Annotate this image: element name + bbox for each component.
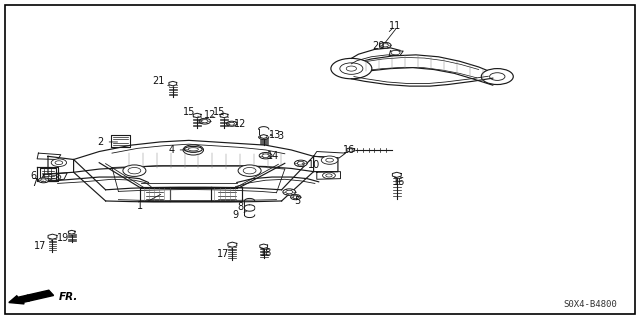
Text: 15: 15 xyxy=(182,107,198,117)
Ellipse shape xyxy=(188,148,198,151)
Circle shape xyxy=(262,245,266,248)
Circle shape xyxy=(222,115,227,117)
Text: 12: 12 xyxy=(234,119,246,129)
Text: 18: 18 xyxy=(259,248,272,258)
Polygon shape xyxy=(347,148,355,152)
Circle shape xyxy=(123,165,146,176)
Text: 13: 13 xyxy=(269,130,282,140)
Circle shape xyxy=(331,58,372,79)
Circle shape xyxy=(229,122,234,125)
Circle shape xyxy=(481,69,513,85)
Polygon shape xyxy=(111,135,130,147)
Polygon shape xyxy=(211,187,242,201)
Polygon shape xyxy=(37,153,61,160)
Circle shape xyxy=(380,42,391,48)
Text: 16: 16 xyxy=(342,145,355,155)
Circle shape xyxy=(70,231,74,233)
Circle shape xyxy=(41,179,46,182)
Polygon shape xyxy=(260,244,268,249)
Text: 8: 8 xyxy=(237,202,250,212)
Circle shape xyxy=(382,44,388,47)
Polygon shape xyxy=(48,156,74,174)
Polygon shape xyxy=(68,230,75,234)
Polygon shape xyxy=(317,172,340,179)
Polygon shape xyxy=(314,152,346,158)
Circle shape xyxy=(291,195,301,200)
Circle shape xyxy=(262,154,269,158)
Text: 7: 7 xyxy=(31,178,44,189)
Polygon shape xyxy=(220,113,228,118)
Text: 10: 10 xyxy=(302,160,320,170)
Circle shape xyxy=(238,165,261,176)
Circle shape xyxy=(50,235,55,238)
Text: 17: 17 xyxy=(33,240,52,251)
Circle shape xyxy=(323,172,335,179)
Circle shape xyxy=(55,161,63,165)
Circle shape xyxy=(262,136,266,137)
Circle shape xyxy=(293,196,298,198)
Text: 5: 5 xyxy=(288,195,301,206)
Circle shape xyxy=(188,147,198,152)
Circle shape xyxy=(326,158,333,162)
Text: 21: 21 xyxy=(152,76,170,86)
Circle shape xyxy=(51,159,67,167)
Text: 2: 2 xyxy=(97,137,118,147)
Circle shape xyxy=(326,174,332,177)
Text: FR.: FR. xyxy=(59,292,78,302)
Text: 11: 11 xyxy=(388,21,401,32)
Text: 12: 12 xyxy=(204,110,216,121)
Circle shape xyxy=(230,243,235,246)
Circle shape xyxy=(48,174,61,180)
Circle shape xyxy=(346,66,356,71)
Text: S0X4-B4800: S0X4-B4800 xyxy=(564,300,618,309)
Circle shape xyxy=(394,174,399,176)
Circle shape xyxy=(297,161,304,165)
Ellipse shape xyxy=(184,146,202,152)
FancyArrow shape xyxy=(9,290,54,304)
Polygon shape xyxy=(40,168,56,181)
Text: 9: 9 xyxy=(232,210,246,220)
Circle shape xyxy=(490,73,505,80)
Circle shape xyxy=(286,190,293,194)
Circle shape xyxy=(294,160,307,167)
Polygon shape xyxy=(140,187,170,201)
Text: 20: 20 xyxy=(372,41,385,51)
Text: 14: 14 xyxy=(266,151,279,161)
Circle shape xyxy=(391,50,400,55)
Circle shape xyxy=(51,175,58,179)
Circle shape xyxy=(183,145,204,155)
Text: 3: 3 xyxy=(270,130,284,141)
Circle shape xyxy=(243,167,256,174)
Text: 6: 6 xyxy=(31,171,45,182)
Polygon shape xyxy=(392,172,401,177)
Polygon shape xyxy=(48,234,57,239)
Circle shape xyxy=(349,149,353,151)
Circle shape xyxy=(195,115,200,117)
Circle shape xyxy=(202,120,208,123)
Polygon shape xyxy=(37,167,58,181)
Circle shape xyxy=(170,83,175,85)
Text: 19: 19 xyxy=(56,233,72,243)
Polygon shape xyxy=(193,113,201,118)
Text: 16: 16 xyxy=(393,177,406,187)
Circle shape xyxy=(128,167,141,174)
Polygon shape xyxy=(169,81,177,86)
Circle shape xyxy=(259,152,272,159)
Text: 1: 1 xyxy=(136,194,161,211)
Text: 15: 15 xyxy=(212,107,225,117)
Polygon shape xyxy=(260,135,267,138)
Polygon shape xyxy=(42,173,67,181)
Text: 4: 4 xyxy=(168,145,188,155)
Circle shape xyxy=(227,121,237,126)
Text: 17: 17 xyxy=(216,248,232,259)
Polygon shape xyxy=(389,51,403,56)
Polygon shape xyxy=(314,156,338,172)
Circle shape xyxy=(38,178,49,183)
Circle shape xyxy=(321,156,338,164)
Circle shape xyxy=(199,118,211,124)
Polygon shape xyxy=(228,242,237,247)
Circle shape xyxy=(283,189,296,195)
Circle shape xyxy=(340,63,363,74)
